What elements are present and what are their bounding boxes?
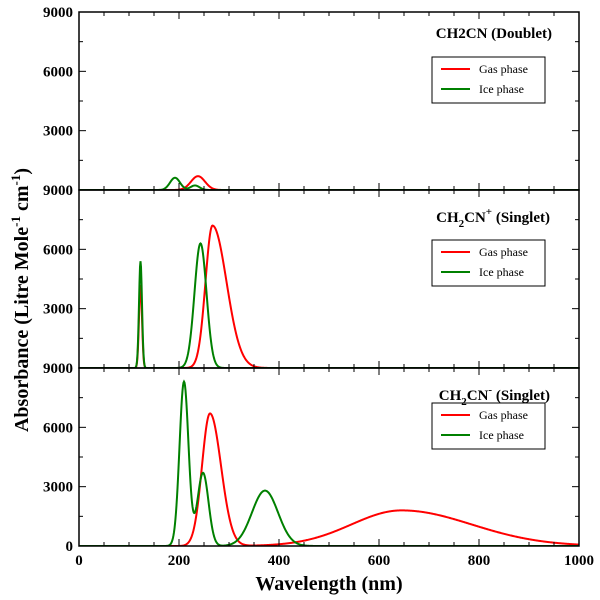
legend-label-gas: Gas phase <box>479 408 528 422</box>
y-axis-title-sup1: -1 <box>8 216 23 227</box>
y-axis-title-end: ) <box>11 168 33 175</box>
y-tick-label: 0 <box>66 539 74 555</box>
y-tick-label: 9000 <box>43 361 73 377</box>
y-tick-label: 3000 <box>43 480 73 496</box>
y-axis-title: Absorbance (Litre Mole-1 cm-1) <box>8 168 33 432</box>
y-tick-label: 6000 <box>43 64 73 80</box>
legend-label-ice: Ice phase <box>479 82 524 96</box>
x-tick-label: 800 <box>468 553 491 569</box>
panel-2: 6000 3000 9000 Gas phase Ice phase CH2CN+ (Si… <box>43 189 580 377</box>
panel-title: CH2CN (Doublet) <box>436 26 552 42</box>
y-tick-label: 9000 <box>43 5 73 21</box>
x-axis-title: Wavelength (nm) <box>255 573 402 595</box>
legend-label-ice: Ice phase <box>479 428 524 442</box>
x-tick-label: 0 <box>75 553 83 569</box>
y-axis-title-sup2: -1 <box>8 175 23 186</box>
legend-box <box>431 239 546 287</box>
legend-box <box>431 402 546 450</box>
legend-label-gas: Gas phase <box>479 245 528 259</box>
series-line-gas <box>79 412 579 546</box>
x-tick-label: 600 <box>368 553 391 569</box>
y-tick-label: 3000 <box>43 302 73 318</box>
panel-title: CH2CN+ (Singlet) <box>436 206 550 230</box>
panel-title: CH2CN- (Singlet) <box>439 384 550 408</box>
x-tick-label: 400 <box>268 553 291 569</box>
y-tick-label: 6000 <box>43 242 73 258</box>
y-tick-label: 6000 <box>43 420 73 436</box>
x-tick-label: 200 <box>168 553 191 569</box>
y-tick-label: 3000 <box>43 124 73 140</box>
legend-box <box>431 56 546 104</box>
x-tick-label: 1000 <box>564 553 594 569</box>
legend-label-gas: Gas phase <box>479 62 528 76</box>
panel-3: 6000 3000 0 Gas phase Ice phase CH2CN- (Singl… <box>43 367 580 555</box>
y-axis-title-main: Absorbance (Litre Mole <box>11 227 33 432</box>
legend-label-ice: Ice phase <box>479 265 524 279</box>
y-tick-label: 9000 <box>43 183 73 199</box>
y-axis-title-mid: cm <box>11 185 33 211</box>
